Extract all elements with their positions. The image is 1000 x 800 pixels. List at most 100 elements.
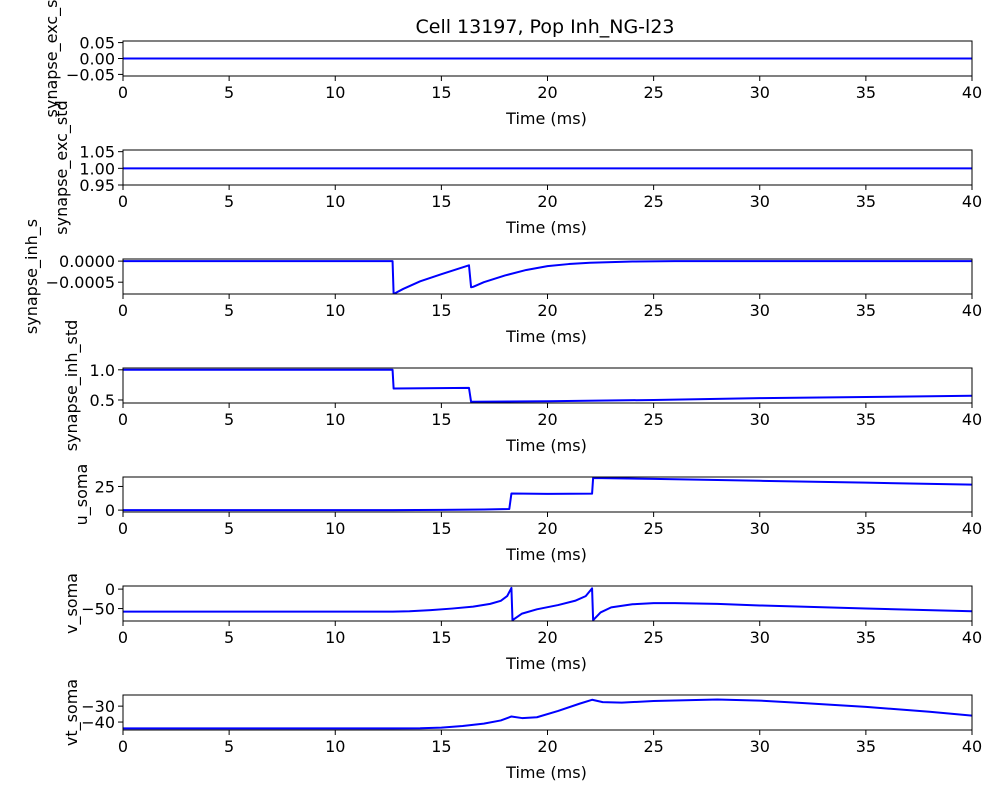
x-axis-label: Time (ms) xyxy=(505,654,587,673)
x-tick-label: 10 xyxy=(325,737,345,756)
x-tick-label: 35 xyxy=(856,628,876,647)
x-tick-label: 0 xyxy=(118,192,128,211)
panel-7: 0 5 10 15 20 25 30 35 40 −30−40 Time (ms) vt_soma xyxy=(62,679,982,782)
x-axis-label: Time (ms) xyxy=(505,436,587,455)
y-tick-label: 0.05 xyxy=(79,34,115,53)
x-tick-label: 40 xyxy=(962,519,982,538)
x-tick-label: 40 xyxy=(962,737,982,756)
x-tick-label: 5 xyxy=(224,737,234,756)
x-tick-label: 15 xyxy=(431,192,451,211)
x-tick-label: 40 xyxy=(962,301,982,320)
y-tick-label: 0 xyxy=(105,501,115,520)
x-tick-label: 15 xyxy=(431,83,451,102)
x-tick-label: 0 xyxy=(118,301,128,320)
x-tick-label: 5 xyxy=(224,628,234,647)
x-tick-label: 0 xyxy=(118,519,128,538)
y-tick-label: −30 xyxy=(81,697,115,716)
x-tick-label: 15 xyxy=(431,628,451,647)
x-axis-label: Time (ms) xyxy=(505,218,587,237)
x-tick-label: 20 xyxy=(537,737,557,756)
x-axis-label: Time (ms) xyxy=(505,763,587,782)
x-axis-label: Time (ms) xyxy=(505,545,587,564)
plot-frame xyxy=(122,258,973,295)
x-tick-label: 30 xyxy=(750,301,770,320)
y-axis-label: synapse_inh_s xyxy=(22,219,42,334)
y-tick-label: −50 xyxy=(81,600,115,619)
x-tick-label: 30 xyxy=(750,410,770,429)
y-axis-label: v_soma xyxy=(62,573,82,634)
y-axis-label: u_soma xyxy=(72,464,92,526)
y-axis-label: vt_soma xyxy=(62,679,82,746)
x-tick-label: 35 xyxy=(856,192,876,211)
chart-title: Cell 13197, Pop Inh_NG-l23 xyxy=(415,16,674,38)
x-tick-label: 20 xyxy=(537,519,557,538)
x-tick-label: 20 xyxy=(537,628,557,647)
y-tick-label: 0.5 xyxy=(90,391,115,410)
x-tick-label: 0 xyxy=(118,737,128,756)
x-tick-label: 0 xyxy=(118,83,128,102)
x-tick-label: 25 xyxy=(643,301,663,320)
y-tick-label: −40 xyxy=(81,713,115,732)
x-tick-label: 0 xyxy=(118,410,128,429)
x-tick-label: 5 xyxy=(224,301,234,320)
x-tick-label: 30 xyxy=(750,192,770,211)
x-tick-label: 20 xyxy=(537,192,557,211)
panel-1: 0 5 10 15 20 25 30 35 40 −0.050.000.05 Time (ms) sy… xyxy=(42,0,982,128)
y-tick-label: 0.95 xyxy=(79,176,115,195)
x-tick-label: 20 xyxy=(537,301,557,320)
y-axis-label: synapse_exc_s xyxy=(42,0,62,117)
x-tick-label: 25 xyxy=(643,192,663,211)
x-tick-label: 25 xyxy=(643,737,663,756)
series-line xyxy=(123,477,972,512)
y-tick-label: 25 xyxy=(95,477,115,496)
x-tick-label: 5 xyxy=(224,83,234,102)
plot-frame xyxy=(122,585,973,622)
x-tick-label: 25 xyxy=(643,519,663,538)
x-axis-label: Time (ms) xyxy=(505,327,587,346)
x-tick-label: 10 xyxy=(325,301,345,320)
x-tick-label: 20 xyxy=(537,83,557,102)
panel-5: 0 5 10 15 20 25 30 35 40 0 25 Time (ms) u_soma xyxy=(72,464,982,564)
y-tick-label: 1.05 xyxy=(79,143,115,162)
x-tick-label: 35 xyxy=(856,737,876,756)
x-tick-label: 10 xyxy=(325,519,345,538)
y-tick-label: 0.00 xyxy=(79,50,115,69)
y-tick-label: −0.0005 xyxy=(46,273,115,292)
x-tick-label: 30 xyxy=(750,519,770,538)
x-tick-label: 40 xyxy=(962,83,982,102)
y-tick-label: 0 xyxy=(105,580,115,599)
x-tick-label: 25 xyxy=(643,83,663,102)
x-tick-label: 15 xyxy=(431,737,451,756)
series-line xyxy=(123,368,972,403)
y-axis-label: synapse_inh_std xyxy=(62,320,82,452)
x-tick-label: 10 xyxy=(325,628,345,647)
x-tick-label: 40 xyxy=(962,410,982,429)
x-tick-label: 0 xyxy=(118,628,128,647)
x-tick-label: 10 xyxy=(325,410,345,429)
x-tick-label: 20 xyxy=(537,410,557,429)
x-tick-label: 5 xyxy=(224,519,234,538)
x-tick-label: 10 xyxy=(325,192,345,211)
y-axis-label: synapse_exc_std xyxy=(52,100,72,234)
panel-6: 0 5 10 15 20 25 30 35 40 0−50 Time (ms) v_soma xyxy=(62,573,982,673)
x-tick-label: 35 xyxy=(856,301,876,320)
series-line xyxy=(123,698,972,730)
panel-3: 0 5 10 15 20 25 30 35 40 0.0000 −0.0005 Time (ms) sy… xyxy=(22,219,982,346)
x-tick-label: 30 xyxy=(750,628,770,647)
x-tick-label: 35 xyxy=(856,83,876,102)
series-line xyxy=(123,586,972,621)
panel-4: 0 5 10 15 20 25 30 35 40 0.5 1.0 Time (ms) synapse_i… xyxy=(62,320,982,455)
x-tick-label: 35 xyxy=(856,410,876,429)
x-tick-label: 15 xyxy=(431,301,451,320)
x-tick-label: 5 xyxy=(224,410,234,429)
x-tick-label: 30 xyxy=(750,83,770,102)
x-tick-label: 5 xyxy=(224,192,234,211)
series-line xyxy=(123,260,972,294)
y-tick-label: 1.00 xyxy=(79,159,115,178)
x-tick-label: 35 xyxy=(856,519,876,538)
x-tick-label: 15 xyxy=(431,519,451,538)
x-tick-label: 40 xyxy=(962,628,982,647)
y-tick-label: −0.05 xyxy=(66,65,115,84)
x-tick-label: 25 xyxy=(643,410,663,429)
